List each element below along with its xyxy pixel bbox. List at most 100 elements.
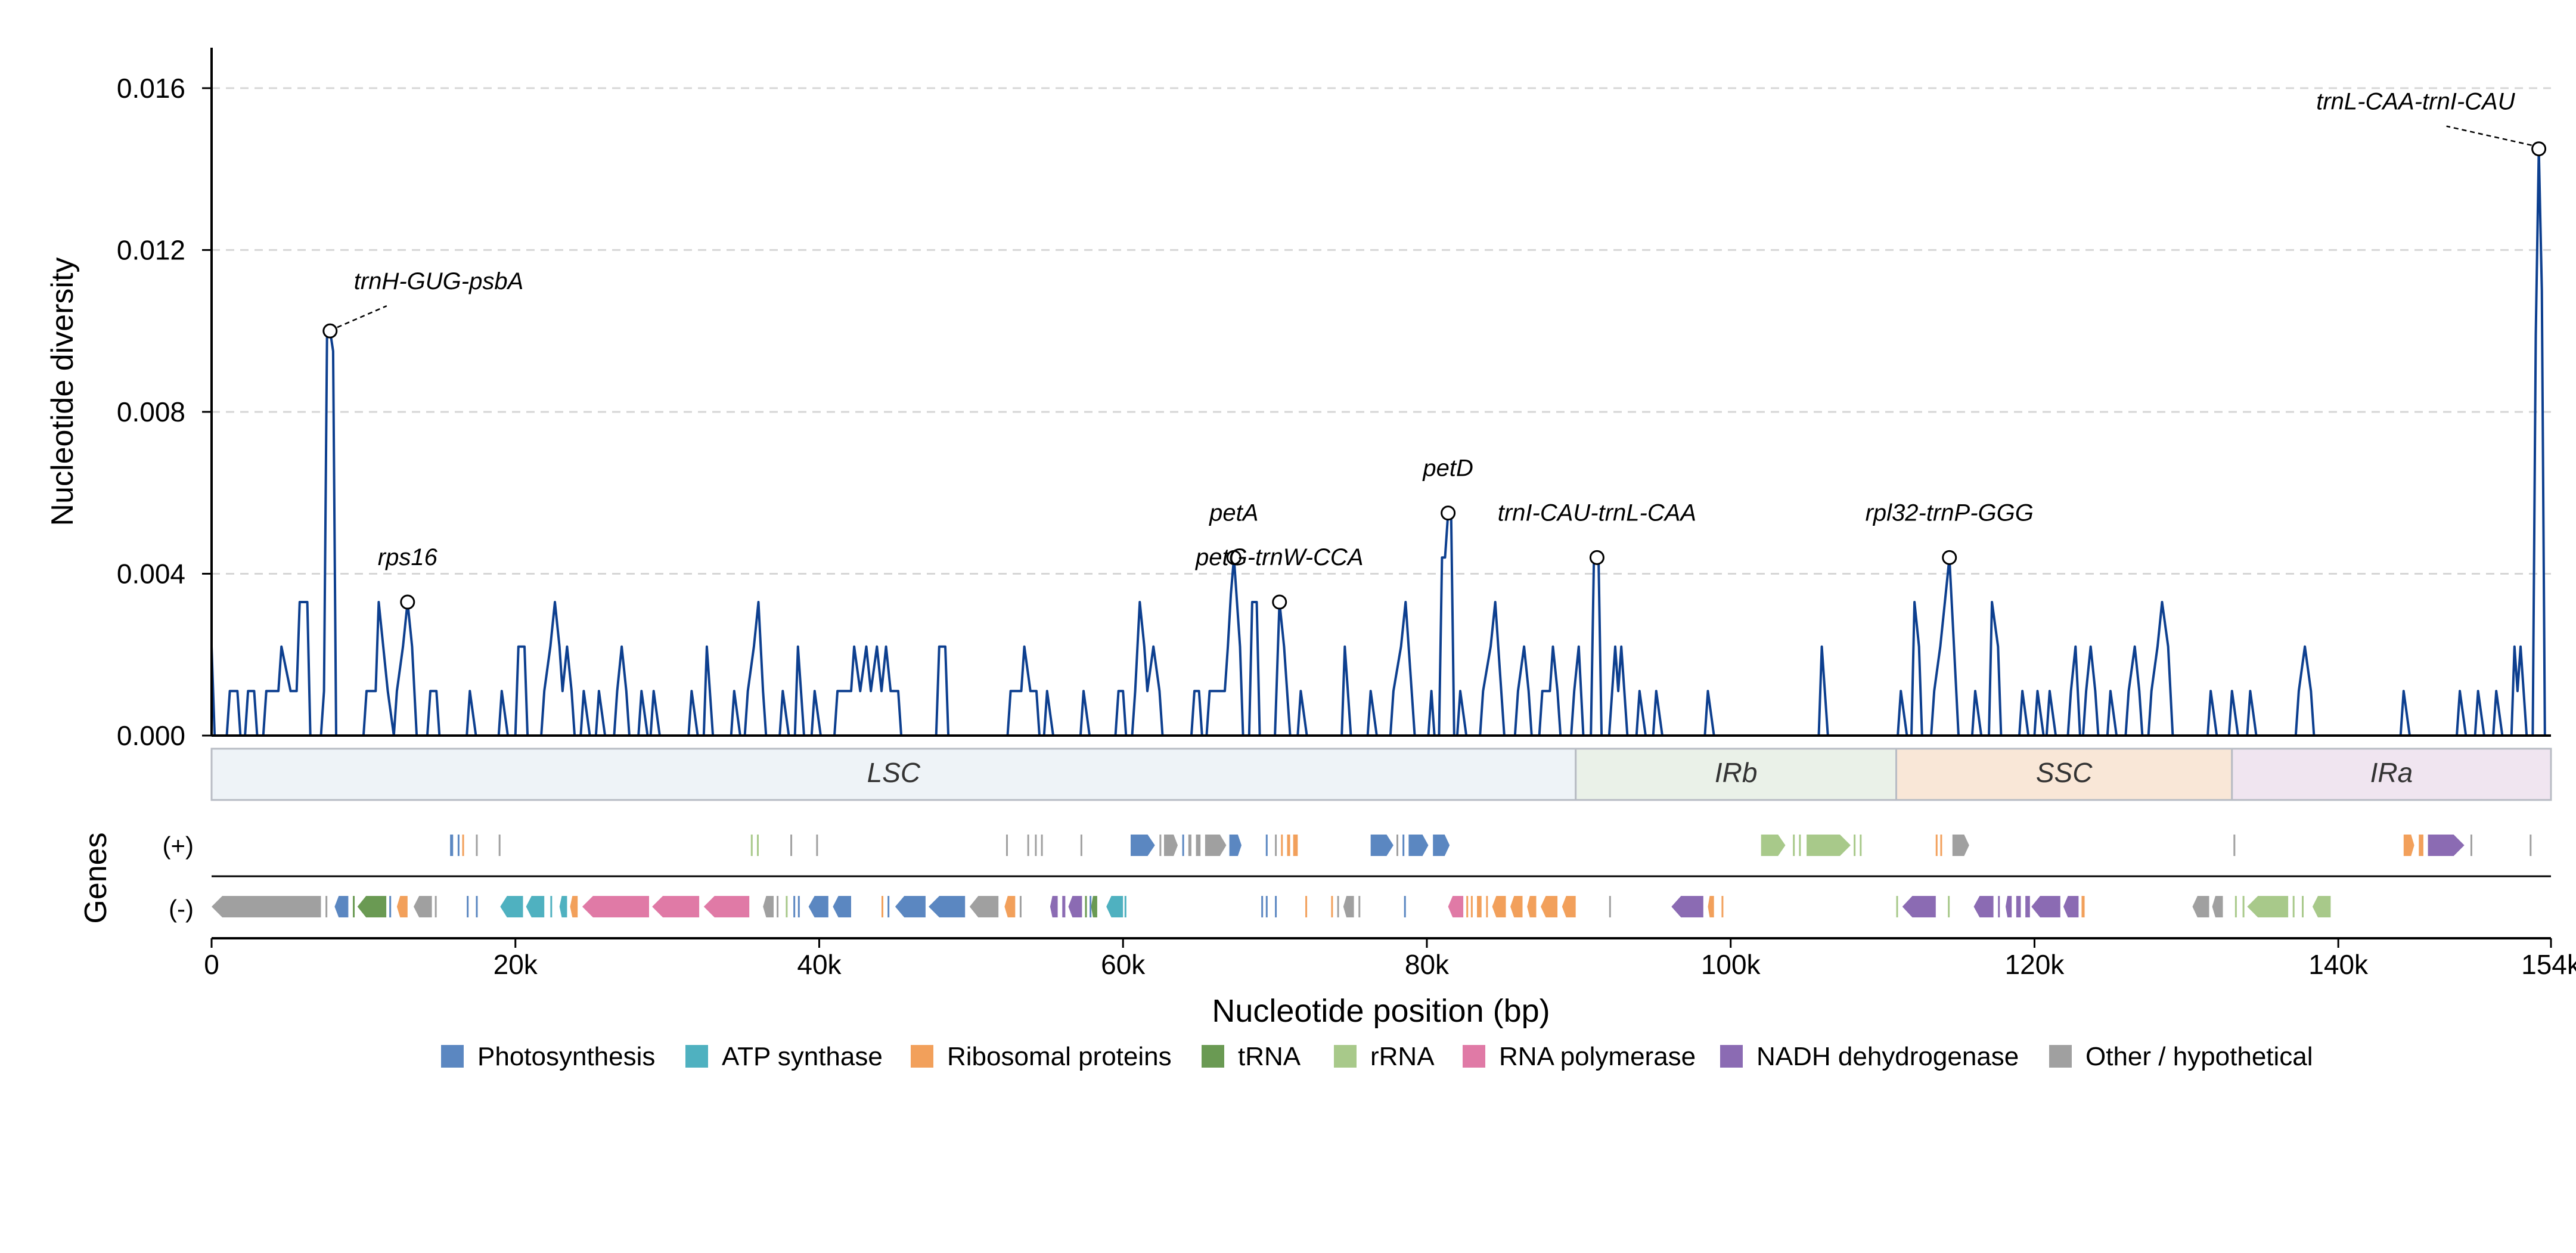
gene-block [1261,896,1264,917]
strand-plus-label: (+) [163,832,194,860]
gene-block [1331,896,1333,917]
gene-block [703,896,750,917]
legend-swatch [685,1045,708,1068]
annotation-marker [1942,550,1957,565]
annotation-label: trnH-GUG-psbA [354,268,524,294]
gene-block [1159,835,1162,856]
peak-annotations: trnH-GUG-psbA rps16 petA petG-trnW-CCA petD t… [322,89,2547,610]
region-label: IRb [1715,757,1758,788]
axes [210,48,2551,737]
gene-block [550,896,553,917]
gene-block [1396,835,1398,856]
legend-swatch [1334,1045,1357,1068]
annotation-label: rps16 [378,544,438,570]
gene-block [1229,835,1242,856]
annotation-marker [322,323,338,339]
gene-block [652,896,700,917]
gene-block [325,896,328,917]
annotation-marker [1272,594,1287,610]
gene-block [1721,896,1724,917]
gene-block [1358,896,1361,917]
annotation-leader [337,305,387,328]
gene-block [2192,896,2209,917]
gene-block [1196,835,1201,856]
gene-block [1106,896,1123,917]
gene-block [1477,896,1482,917]
legend-swatch [1463,1045,1485,1068]
y-ticks: 0.000 0.004 0.008 0.012 0.016 [117,73,212,751]
x-axis-label: Nucleotide position (bp) [1212,993,1550,1029]
gene-block [1807,835,1851,856]
gene-block [1050,896,1058,917]
gene-block [212,896,321,917]
x-tick-label: 0 [204,949,219,980]
legend-swatch [1202,1045,1224,1068]
gene-block [1164,835,1178,856]
gene-block [1131,835,1155,856]
gene-block [467,896,469,917]
annotation-label: petG-trnW-CCA [1195,544,1364,570]
gene-block [389,896,392,917]
gene-block [1041,835,1043,856]
diversity-line [210,147,2546,737]
gene-block [1708,896,1714,917]
gene-block [1973,896,1994,917]
gene-block [1793,835,1795,856]
x-tick-label: 154k [2521,949,2576,980]
gene-block [498,835,501,856]
legend-label: Other / hypothetical [2085,1042,2313,1071]
gene-block [1510,896,1523,917]
gene-block [2292,896,2295,917]
diversity-series [210,147,2546,737]
gene-block [2247,896,2289,917]
annotation-marker [1589,550,1604,565]
gene-block [1562,896,1576,917]
gene-block [1035,835,1037,856]
legend-swatch [1720,1045,1743,1068]
gene-block [2470,835,2472,856]
gene-block [1671,896,1703,917]
gene-block [1027,835,1029,856]
strand-minus-label: (-) [169,895,194,923]
gene-block [1370,835,1393,856]
y-tick-label: 0.016 [117,73,185,104]
gene-block [2016,896,2021,917]
legend-label: NADH dehydrogenase [1756,1042,2019,1071]
x-tick-label: 40k [797,949,842,980]
annotation-marker [400,594,415,610]
legend-label: Photosynthesis [477,1042,655,1071]
legend-label: RNA polymerase [1499,1042,1696,1071]
gene-block [500,896,523,917]
gene-block [777,896,779,917]
x-tick-label: 140k [2308,949,2369,980]
gene-block [833,896,851,917]
gene-block [1019,896,1022,917]
annotation-label: trnL-CAA-trnI-CAU [2316,89,2515,115]
gene-block [2428,835,2465,856]
gene-block [2233,835,2236,856]
gene-block [450,835,454,856]
legend-swatch [911,1045,933,1068]
legend-label: tRNA [1238,1042,1301,1071]
legend-label: rRNA [1370,1042,1435,1071]
gene-block [2302,896,2304,917]
gene-block [887,896,890,917]
gene-block [1293,835,1298,856]
gene-block [1527,896,1537,917]
gene-block [2212,896,2223,917]
gene-block [1275,835,1277,856]
x-tick-label: 100k [1701,949,1761,980]
gene-block [2530,835,2532,856]
gene-block [756,835,759,856]
gene-block [1281,835,1283,856]
genes-label: Genes [79,832,113,923]
gene-block [1090,896,1092,917]
gene-block [1492,896,1506,917]
gene-block [1854,835,1856,856]
gene-block [2063,896,2079,917]
gene-block [808,896,828,917]
annotation-leader [2446,125,2532,146]
gene-block [2234,896,2237,917]
gene-block [1188,835,1191,856]
legend-label: Ribosomal proteins [947,1042,1172,1071]
